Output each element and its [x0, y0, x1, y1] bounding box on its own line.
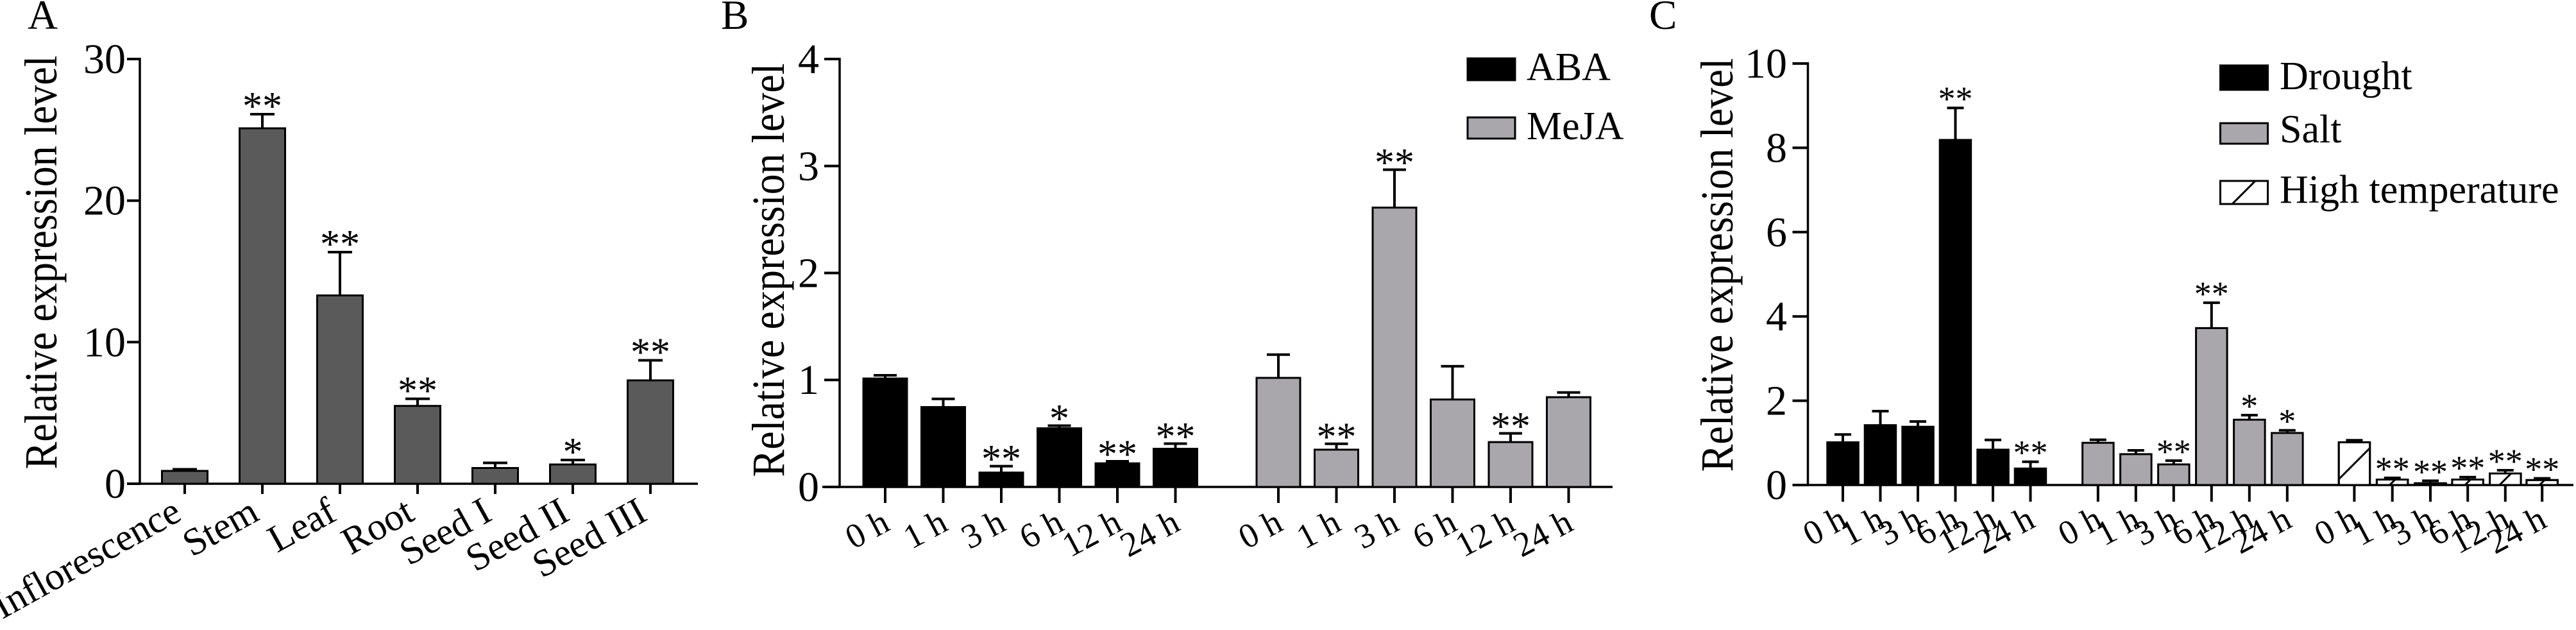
svg-text:0: 0 — [1766, 462, 1787, 509]
svg-text:ABA: ABA — [1527, 46, 1611, 89]
svg-text:C: C — [1649, 0, 1677, 38]
svg-text:*: * — [563, 430, 583, 474]
svg-text:4: 4 — [798, 36, 819, 83]
svg-text:*: * — [2278, 402, 2296, 441]
svg-text:Relative expression level: Relative expression level — [743, 64, 794, 477]
svg-text:1: 1 — [798, 357, 819, 404]
svg-text:Relative expression level: Relative expression level — [15, 56, 67, 470]
svg-text:**: ** — [631, 331, 670, 375]
svg-text:**: ** — [2375, 450, 2410, 488]
svg-text:A: A — [28, 0, 58, 38]
svg-text:**: ** — [1375, 141, 1414, 185]
svg-text:**: ** — [1317, 415, 1357, 459]
svg-text:*: * — [1049, 397, 1069, 441]
svg-text:**: ** — [2157, 432, 2191, 471]
svg-text:**: ** — [1097, 433, 1137, 477]
svg-text:*: * — [2241, 387, 2258, 425]
svg-text:2: 2 — [1766, 378, 1787, 425]
svg-text:4: 4 — [1766, 293, 1787, 340]
svg-text:B: B — [721, 0, 749, 38]
svg-text:**: ** — [242, 85, 282, 128]
svg-text:3: 3 — [798, 143, 819, 190]
svg-text:**: ** — [2194, 275, 2229, 313]
svg-text:**: ** — [1491, 405, 1530, 448]
svg-text:**: ** — [2488, 442, 2523, 481]
svg-text:**: ** — [981, 438, 1021, 481]
svg-text:**: ** — [2525, 450, 2559, 489]
svg-text:Salt: Salt — [2280, 108, 2341, 151]
svg-text:**: ** — [1156, 415, 1196, 459]
svg-text:10: 10 — [83, 319, 126, 366]
svg-text:20: 20 — [83, 178, 126, 225]
svg-text:8: 8 — [1766, 124, 1787, 171]
svg-text:**: ** — [2013, 434, 2048, 472]
svg-text:Drought: Drought — [2280, 55, 2412, 98]
svg-text:0: 0 — [798, 464, 819, 511]
svg-text:MeJA: MeJA — [1527, 105, 1624, 148]
svg-text:30: 30 — [83, 36, 126, 83]
svg-text:0: 0 — [105, 461, 126, 507]
svg-text:**: ** — [398, 370, 437, 413]
svg-text:**: ** — [1938, 80, 1973, 118]
svg-text:**: ** — [2413, 452, 2448, 491]
svg-text:Relative expression level: Relative expression level — [1691, 58, 1743, 472]
svg-text:6: 6 — [1766, 209, 1787, 256]
svg-text:10: 10 — [1745, 40, 1787, 87]
svg-text:**: ** — [2450, 449, 2485, 488]
svg-text:2: 2 — [798, 250, 819, 297]
svg-text:**: ** — [320, 223, 360, 266]
svg-text:High temperature: High temperature — [2280, 168, 2559, 212]
